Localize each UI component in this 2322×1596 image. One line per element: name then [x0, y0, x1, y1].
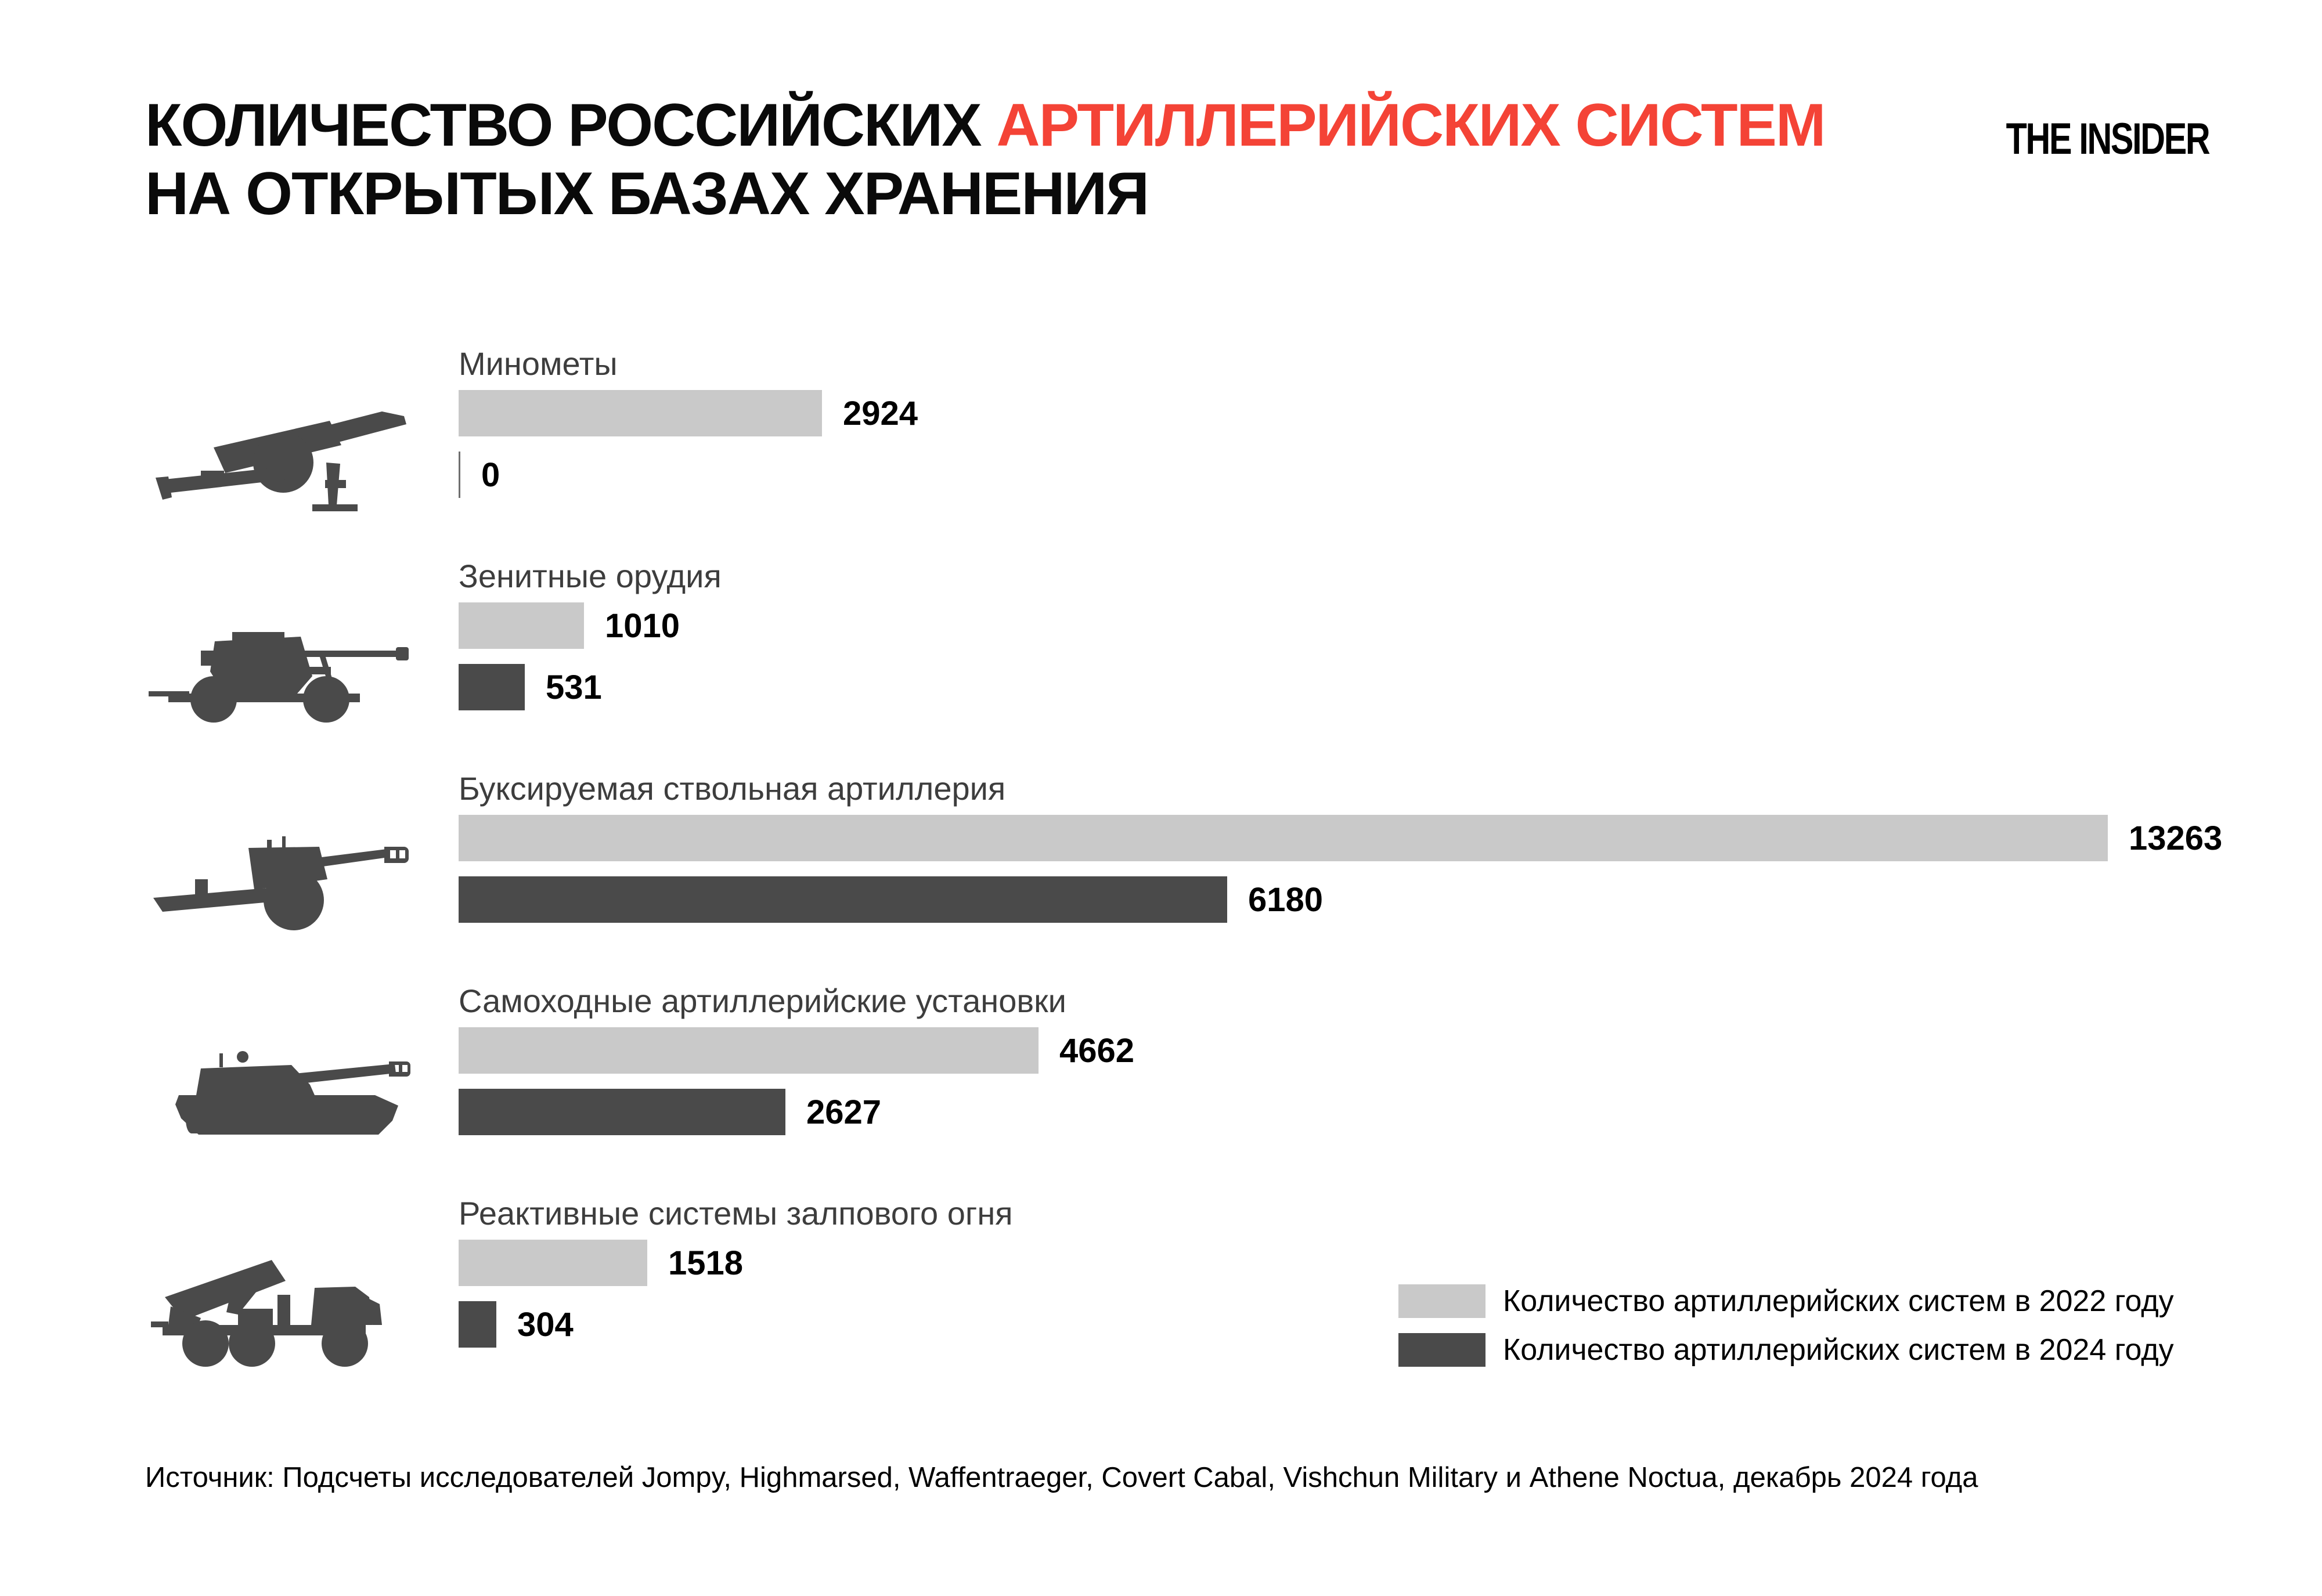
chart-row-1: Минометы 2924 0	[0, 346, 2322, 543]
title-line-2: НА ОТКРЫТЫХ БАЗАХ ХРАНЕНИЯ	[145, 160, 1149, 228]
bar-line-2022: 1518	[459, 1240, 2322, 1286]
chart-row-5: Реактивные системы залпового огня 1518 304	[0, 1196, 2322, 1393]
value-label: 4662	[1059, 1031, 1135, 1070]
bar-2022	[459, 1240, 647, 1286]
row-content: Самоходные артиллерийские установки 4662 2…	[459, 983, 2322, 1150]
legend-label: Количество артиллерийских систем в 2022 …	[1503, 1284, 2174, 1318]
chart-legend: Количество артиллерийских систем в 2022 …	[1398, 1284, 2174, 1381]
bar-line-2024: 304	[459, 1301, 2322, 1348]
bar-line-2024: 531	[459, 664, 2322, 710]
bar-2024	[459, 1089, 785, 1135]
value-label: 6180	[1248, 880, 1324, 919]
chart-row-3: Буксируемая ствольная артиллерия 13263 618…	[0, 771, 2322, 968]
bar-2022	[459, 1027, 1039, 1074]
value-label: 304	[517, 1305, 574, 1344]
title-line1-black: КОЛИЧЕСТВО РОССИЙСКИХ	[145, 92, 997, 159]
mlrs-truck-icon	[145, 1241, 412, 1374]
bar-line-2022: 13263	[459, 815, 2322, 861]
bar-line-2022: 4662	[459, 1027, 2322, 1074]
bar-line-2024: 2627	[459, 1089, 2322, 1135]
bar-line-2024: 0	[459, 452, 2322, 498]
category-label: Самоходные артиллерийские установки	[459, 983, 1066, 1019]
value-label: 13263	[2129, 819, 2223, 857]
self-propelled-artillery-icon	[145, 1028, 412, 1162]
the-insider-logo: THE INSIDER	[2006, 114, 2210, 164]
value-label: 1518	[668, 1244, 744, 1282]
category-label: Реактивные системы залпового огня	[459, 1195, 1013, 1232]
bar-2024	[459, 452, 460, 498]
bar-2024	[459, 1301, 496, 1348]
row-content: Минометы 2924 0	[459, 346, 2322, 513]
title-line1-red: АРТИЛЛЕРИЙСКИХ СИСТЕМ	[996, 92, 1826, 159]
bar-line-2024: 6180	[459, 876, 2322, 923]
bar-2022	[459, 602, 584, 649]
category-label: Зенитные орудия	[459, 558, 722, 594]
value-label: 2924	[843, 394, 918, 432]
legend-label: Количество артиллерийских систем в 2024 …	[1503, 1333, 2174, 1367]
row-content: Реактивные системы залпового огня 1518 304	[459, 1196, 2322, 1363]
chart-row-2: Зенитные орудия 1010 531	[0, 558, 2322, 756]
value-label: 0	[481, 456, 500, 494]
legend-row-2: Количество артиллерийских систем в 2024 …	[1398, 1333, 2174, 1367]
value-label: 1010	[605, 606, 680, 645]
bar-line-2022: 1010	[459, 602, 2322, 649]
mortar-icon	[145, 391, 412, 525]
value-label: 531	[546, 668, 602, 706]
anti-aircraft-gun-icon	[145, 604, 412, 737]
legend-swatch	[1398, 1333, 1485, 1367]
towed-artillery-icon	[145, 816, 412, 949]
page-title: КОЛИЧЕСТВО РОССИЙСКИХ АРТИЛЛЕРИЙСКИХ СИС…	[145, 92, 1826, 228]
category-label: Минометы	[459, 345, 618, 382]
row-content: Буксируемая ствольная артиллерия 13263 618…	[459, 771, 2322, 938]
bar-2022	[459, 815, 2108, 861]
bar-2024	[459, 664, 525, 710]
title-line-1: КОЛИЧЕСТВО РОССИЙСКИХ АРТИЛЛЕРИЙСКИХ СИС…	[145, 92, 1826, 160]
value-label: 2627	[806, 1093, 882, 1131]
chart-row-4: Самоходные артиллерийские установки 4662 2…	[0, 983, 2322, 1180]
legend-swatch	[1398, 1284, 1485, 1318]
source-note: Источник: Подсчеты исследователей Jompy,…	[145, 1462, 1978, 1493]
bar-2024	[459, 876, 1227, 923]
bar-2022	[459, 390, 822, 436]
row-content: Зенитные орудия 1010 531	[459, 558, 2322, 725]
legend-row-1: Количество артиллерийских систем в 2022 …	[1398, 1284, 2174, 1319]
bar-line-2022: 2924	[459, 390, 2322, 436]
category-label: Буксируемая ствольная артиллерия	[459, 770, 1006, 807]
